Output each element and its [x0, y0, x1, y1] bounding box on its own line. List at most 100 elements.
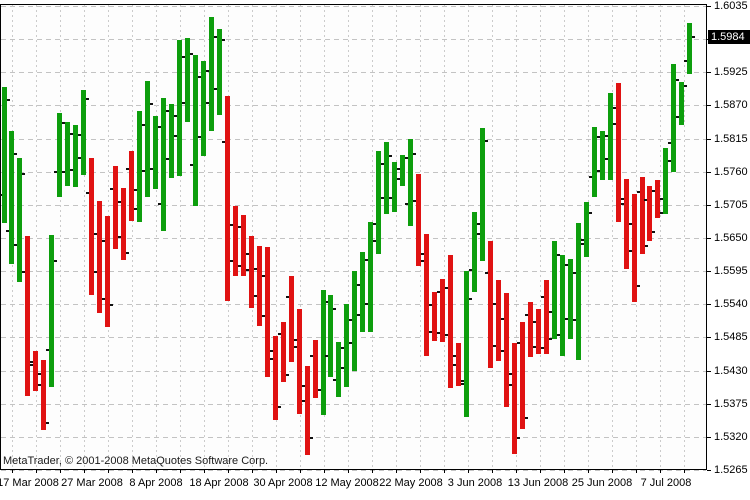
- bar-open-tick: [30, 361, 33, 363]
- time-axis-tick: [492, 470, 493, 473]
- bar-open-tick: [437, 291, 440, 293]
- vertical-gridline: [60, 5, 61, 469]
- bar-open-tick: [589, 176, 592, 178]
- bar-close-tick: [660, 212, 663, 214]
- price-bar: [273, 336, 278, 420]
- bar-open-tick: [541, 296, 544, 298]
- time-axis-label[interactable]: 30 Apr 2008: [253, 477, 313, 489]
- bar-close-tick: [310, 437, 313, 439]
- bar-close-tick: [46, 422, 49, 424]
- price-axis-label[interactable]: 1.5925: [714, 66, 748, 78]
- price-axis-tick: [707, 72, 711, 73]
- time-axis-tick: [372, 470, 373, 473]
- bar-open-tick: [445, 287, 448, 289]
- price-axis-tick: [707, 337, 711, 338]
- bar-open-tick: [557, 334, 560, 336]
- price-bar: [113, 166, 118, 249]
- bar-open-tick: [373, 223, 376, 225]
- bar-close-tick: [565, 264, 568, 266]
- time-axis-label[interactable]: 18 Apr 2008: [189, 477, 249, 489]
- time-axis-tick: [36, 470, 37, 473]
- horizontal-gridline: [1, 72, 706, 73]
- bar-close-tick: [94, 271, 97, 273]
- bar-open-tick: [341, 367, 344, 369]
- time-axis-label[interactable]: 7 Jul 2008: [640, 477, 692, 489]
- time-axis-tick: [156, 470, 157, 473]
- bar-close-tick: [118, 236, 121, 238]
- time-axis-tick: [540, 470, 541, 473]
- price-axis-label[interactable]: 1.5815: [714, 133, 748, 145]
- time-axis-label[interactable]: 8 Apr 2008: [129, 477, 183, 489]
- bar-close-tick: [62, 122, 65, 124]
- price-axis-label[interactable]: 1.5870: [714, 99, 748, 111]
- price-axis-label[interactable]: 1.5540: [714, 298, 748, 310]
- bar-open-tick: [206, 102, 209, 104]
- price-bar: [424, 234, 429, 356]
- price-axis-label[interactable]: 1.5650: [714, 232, 748, 244]
- horizontal-gridline: [1, 6, 706, 7]
- horizontal-gridline: [1, 139, 706, 140]
- vertical-gridline: [684, 5, 685, 469]
- price-bar: [456, 343, 461, 386]
- price-bar: [17, 158, 22, 282]
- price-bar: [687, 23, 692, 74]
- time-axis-label[interactable]: 22 May 2008: [379, 477, 443, 489]
- price-bar: [647, 186, 652, 241]
- bar-close-tick: [166, 110, 169, 112]
- bar-close-tick: [14, 153, 17, 155]
- price-bar: [233, 206, 238, 276]
- bar-open-tick: [605, 158, 608, 160]
- bar-close-tick: [509, 384, 512, 386]
- price-axis-label[interactable]: 1.5375: [714, 398, 748, 410]
- price-bar: [121, 188, 126, 260]
- bar-close-tick: [134, 208, 137, 210]
- price-bar: [297, 309, 302, 414]
- price-axis-label[interactable]: 1.5595: [714, 265, 748, 277]
- price-bar: [49, 235, 54, 387]
- time-axis-label[interactable]: 25 Jun 2008: [571, 477, 633, 489]
- bar-open-tick: [22, 271, 25, 273]
- bar-close-tick: [573, 272, 576, 274]
- price-axis-label[interactable]: 1.5485: [714, 331, 748, 343]
- vertical-gridline: [156, 5, 157, 469]
- bar-open-tick: [126, 168, 129, 170]
- bar-open-tick: [652, 190, 655, 192]
- bar-open-tick: [333, 379, 336, 381]
- bar-close-tick: [70, 133, 73, 135]
- bar-close-tick: [142, 124, 145, 126]
- vertical-gridline: [396, 5, 397, 469]
- vertical-gridline: [132, 5, 133, 469]
- bar-open-tick: [629, 223, 632, 225]
- price-bar: [376, 151, 381, 254]
- bar-open-tick: [549, 311, 552, 313]
- bar-open-tick: [581, 243, 584, 245]
- price-axis-label[interactable]: 1.5320: [714, 431, 748, 443]
- bar-open-tick: [150, 168, 153, 170]
- bar-close-tick: [174, 115, 177, 117]
- price-bar: [73, 125, 78, 187]
- time-axis-label[interactable]: 3 Jun 2008: [447, 477, 503, 489]
- price-axis-label[interactable]: 1.5430: [714, 365, 748, 377]
- price-axis-label[interactable]: 1.6035: [714, 0, 748, 12]
- bar-open-tick: [310, 355, 313, 357]
- bar-close-tick: [461, 380, 464, 382]
- time-axis-label[interactable]: 12 May 2008: [315, 477, 379, 489]
- bar-close-tick: [429, 331, 432, 333]
- bar-close-tick: [333, 308, 336, 310]
- bar-close-tick: [421, 253, 424, 255]
- time-axis-label[interactable]: 27 Mar 2008: [61, 477, 123, 489]
- time-axis-label[interactable]: 13 Jun 2008: [507, 477, 569, 489]
- price-bar: [536, 309, 541, 354]
- bar-open-tick: [325, 355, 328, 357]
- price-axis-label[interactable]: 1.5265: [714, 464, 748, 476]
- price-bar: [640, 177, 645, 254]
- time-axis-tick: [588, 470, 589, 473]
- bar-open-tick: [469, 269, 472, 271]
- time-axis-label[interactable]: 17 Mar 2008: [0, 477, 59, 489]
- price-axis-label[interactable]: 1.5760: [714, 166, 748, 178]
- price-axis-label[interactable]: 1.5705: [714, 199, 748, 211]
- bar-close-tick: [581, 239, 584, 241]
- price-bar: [663, 148, 668, 214]
- price-axis-tick: [707, 238, 711, 239]
- bar-close-tick: [126, 252, 129, 254]
